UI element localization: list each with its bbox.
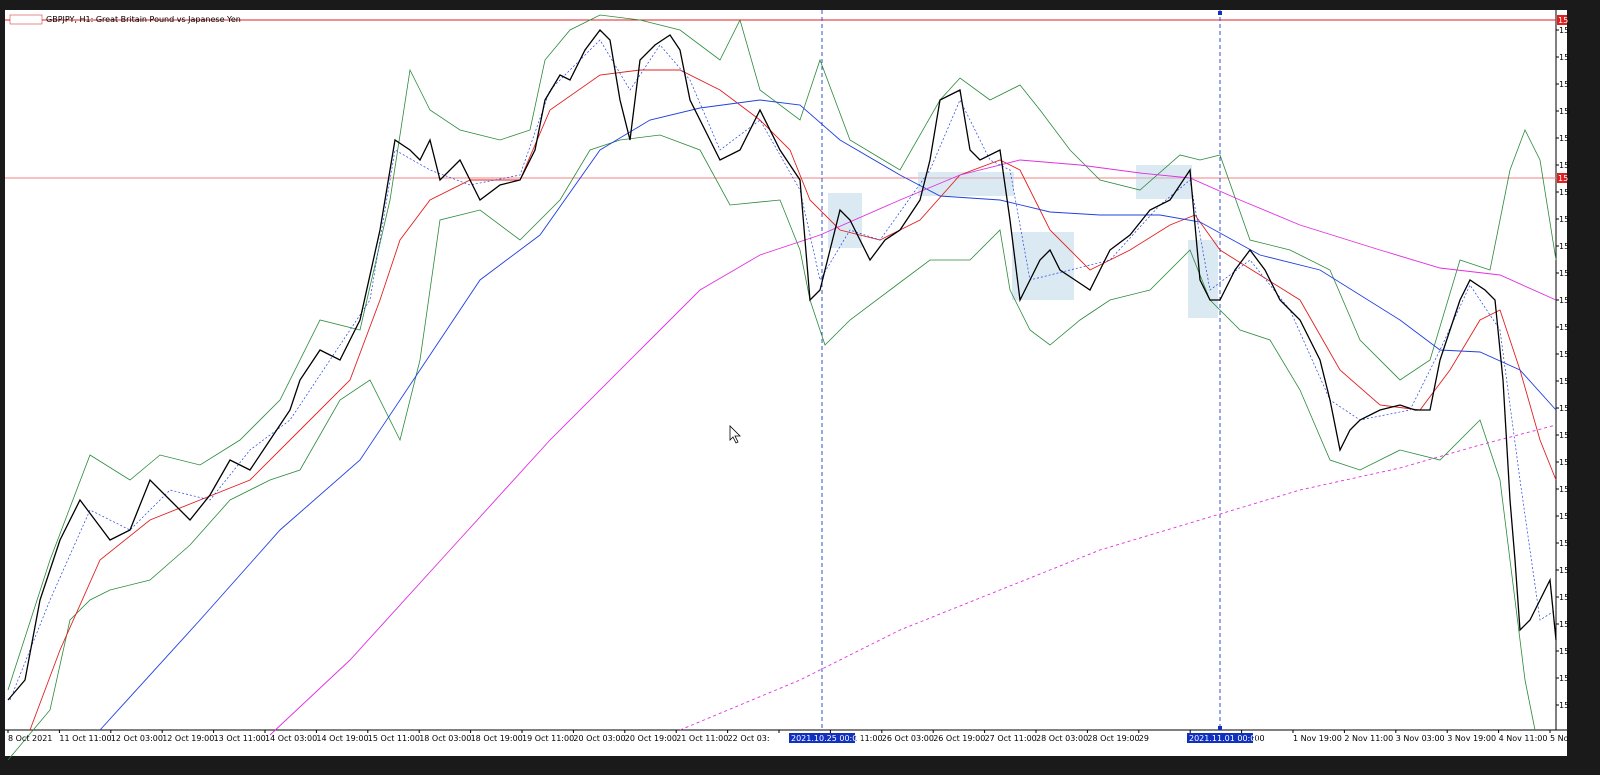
price-label: 15 <box>1559 647 1569 656</box>
price-series <box>7 29 1557 701</box>
price-label: 15 <box>1559 350 1569 359</box>
time-label: 19 Oct 11:00 <box>522 734 574 743</box>
time-label: 5 No <box>1550 734 1569 743</box>
time-label: 20 Oct 03:00 <box>573 734 625 743</box>
time-label: 20 Oct 19:00 <box>625 734 677 743</box>
time-label: 14 Oct 19:00 <box>316 734 368 743</box>
time-label: 18 Oct 03:00 <box>419 734 471 743</box>
price-label: 15 <box>1559 296 1569 305</box>
crosshair-time-label: 2021.10.25 00:00 <box>791 734 862 743</box>
price-label: 15 <box>1559 80 1569 89</box>
time-label: 03:00 <box>1242 734 1265 743</box>
time-label: 12 Oct 03:00 <box>111 734 163 743</box>
time-label: 22 Oct 03: <box>728 734 770 743</box>
time-label: 15 Oct 11:00 <box>368 734 420 743</box>
moving-average-short <box>9 39 1557 701</box>
chart-area[interactable] <box>5 10 1567 756</box>
moving-average-fast <box>29 69 1557 731</box>
time-label: 26 Oct 03:00 <box>882 734 934 743</box>
time-label: 21 Oct 11:00 <box>676 734 728 743</box>
crosshair-time-label: 2021.11.01 00:00 <box>1189 734 1260 743</box>
price-label: 15 <box>1559 161 1569 170</box>
price-label: 15 <box>1559 674 1569 683</box>
price-label: 15 <box>1559 134 1569 143</box>
price-label: 15 <box>1559 323 1569 332</box>
line-handle[interactable] <box>1218 726 1222 730</box>
time-label: 2 Nov 11:00 <box>1344 734 1393 743</box>
price-label: 15 <box>1559 512 1569 521</box>
price-label: 15 <box>1559 377 1569 386</box>
price-marker-label: 15 <box>1558 16 1568 25</box>
time-label: 28 Oct 03:00 <box>1036 734 1088 743</box>
time-label: 27 Oct 11:00 <box>985 734 1037 743</box>
price-marker <box>1557 15 1567 25</box>
crosshair-time-box <box>1187 733 1253 743</box>
price-label: 15 <box>1559 566 1569 575</box>
moving-average-slow <box>269 159 1557 736</box>
price-label: 15 <box>1559 188 1569 197</box>
time-label: 3 Nov 03:00 <box>1396 734 1445 743</box>
price-label: 15 <box>1559 593 1569 602</box>
crosshair-time-box <box>789 733 855 743</box>
price-label: 15 <box>1559 26 1569 35</box>
bollinger-upper <box>7 14 1557 691</box>
price-label: 15 <box>1559 242 1569 251</box>
time-label: 14 Oct 03:00 <box>265 734 317 743</box>
price-label: 15 <box>1559 431 1569 440</box>
price-label: 15 <box>1559 458 1569 467</box>
time-label: 3 Nov 19:00 <box>1447 734 1496 743</box>
price-label: 15 <box>1559 701 1569 710</box>
time-label: 25 Oct 11:00 <box>830 734 882 743</box>
price-label: 15 <box>1559 485 1569 494</box>
time-label: 11 Oct 11:00 <box>59 734 111 743</box>
price-label: 15 <box>1559 269 1569 278</box>
time-label: 4 Nov 11:00 <box>1499 734 1548 743</box>
time-label: 1 Nov 19:00 <box>1293 734 1342 743</box>
price-label: 15 <box>1559 404 1569 413</box>
time-label: 29 <box>1139 734 1149 743</box>
price-label: 15 <box>1559 107 1569 116</box>
price-label: 15 <box>1559 215 1569 224</box>
time-label: 8 Oct 2021 <box>8 734 52 743</box>
line-handle[interactable] <box>1218 11 1222 15</box>
time-label: 12 Oct 19:00 <box>162 734 214 743</box>
time-label: 18 Oct 19:00 <box>471 734 523 743</box>
time-label: 13 Oct 11:00 <box>214 734 266 743</box>
price-marker-label: 15 <box>1558 174 1568 183</box>
price-label: 15 <box>1559 620 1569 629</box>
price-label: 15 <box>1559 539 1569 548</box>
time-label: 28 Oct 19:00 <box>1087 734 1139 743</box>
mouse-cursor <box>729 425 741 444</box>
chart-title: GBPJPY, H1: Great Britain Pound vs Japan… <box>46 15 241 24</box>
symbol-icon[interactable] <box>9 14 43 25</box>
price-marker <box>1557 173 1567 183</box>
moving-average-long <box>679 424 1557 731</box>
moving-average-mid <box>99 99 1557 731</box>
bollinger-lower <box>7 134 1536 761</box>
price-label: 15 <box>1559 53 1569 62</box>
time-label: 26 Oct 19:00 <box>933 734 985 743</box>
